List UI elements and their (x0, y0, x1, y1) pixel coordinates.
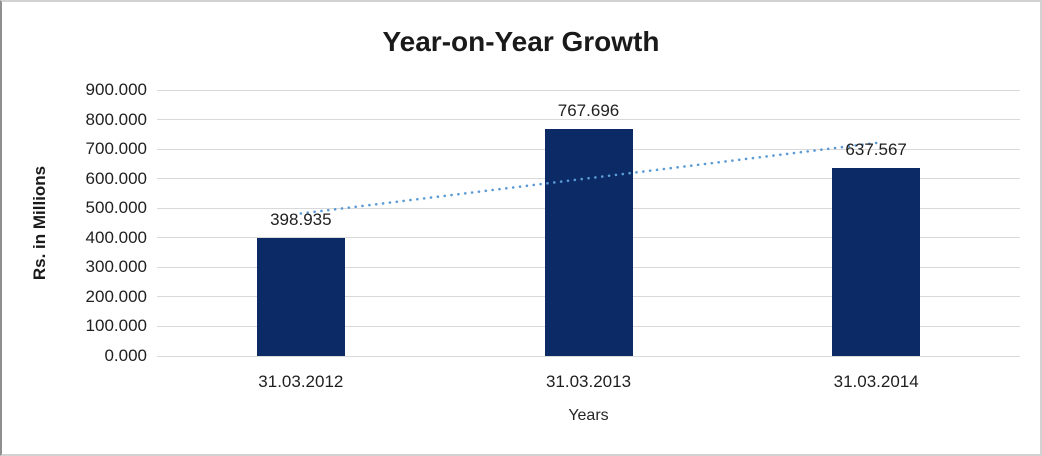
x-axis-title: Years (568, 407, 609, 424)
y-tick-label: 0.000 (104, 346, 147, 365)
y-tick-label: 200.000 (85, 286, 147, 306)
bar (832, 167, 921, 356)
y-tick-label: 700.000 (85, 139, 147, 159)
plot-area: 398.935 767.696 637.567 (157, 89, 1020, 357)
x-tick-label: 31.03.2012 (258, 372, 344, 391)
y-tick-label: 400.000 (85, 227, 147, 247)
gridline (157, 119, 1020, 121)
x-axis-tick-labels: 31.03.2012 31.03.2013 31.03.2014 (157, 372, 1020, 396)
gridline (157, 355, 1020, 357)
y-tick-label: 500.000 (85, 198, 147, 218)
trendline (299, 141, 878, 215)
data-label: 767.696 (557, 101, 620, 121)
y-tick-label: 300.000 (85, 257, 147, 277)
x-tick-label: 31.03.2013 (545, 372, 632, 391)
bar (544, 129, 633, 356)
gridline (157, 89, 1020, 91)
trendline-path (299, 141, 878, 215)
y-tick-label: 600.000 (85, 168, 147, 188)
chart-title: Year-on-Year Growth (382, 26, 660, 57)
x-tick-label: 31.03.2014 (833, 372, 919, 391)
y-tick-label: 900.000 (85, 80, 147, 99)
y-axis-tick-labels: 0.000 100.000 200.000 300.000 400.000 500.000… (2, 80, 147, 365)
data-label: 398.935 (270, 210, 332, 230)
y-tick-label: 800.000 (85, 109, 147, 129)
y-tick-label: 100.000 (85, 316, 147, 336)
data-label: 637.567 (845, 139, 907, 159)
bar (256, 238, 345, 356)
